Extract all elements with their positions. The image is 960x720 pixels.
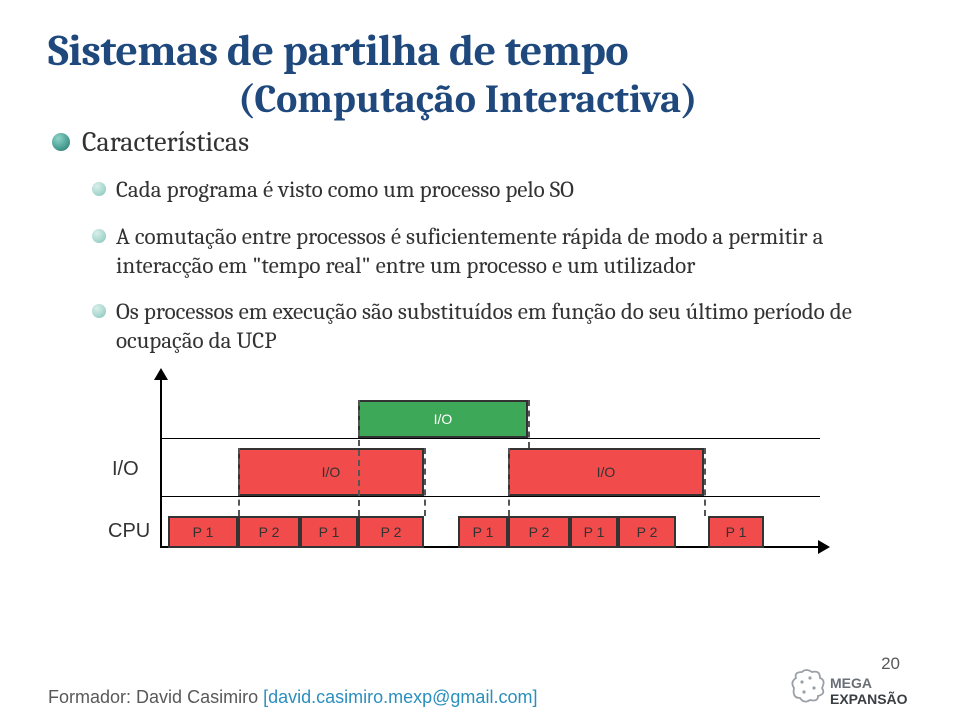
bullet-icon	[92, 304, 106, 318]
dashed-connector	[528, 400, 530, 448]
bullet-level2: Cada programa é visto como um processo p…	[92, 176, 912, 205]
logo-text-2: EXPANSÃO	[830, 690, 908, 707]
bullet-l2-text: Os processos em execução são substituído…	[116, 298, 912, 356]
dashed-connector	[508, 448, 510, 516]
bullet-l2-text: Cada programa é visto como um processo p…	[116, 176, 574, 205]
footer-label: Formador:	[48, 687, 131, 707]
bullet-icon	[52, 133, 70, 151]
dashed-connector	[424, 448, 426, 516]
cpu-block: P 2	[358, 516, 424, 548]
bullet-level1: Características	[52, 126, 912, 158]
y-axis	[160, 376, 162, 548]
io-block-red: I/O	[238, 448, 424, 496]
cpu-block: P 2	[618, 516, 676, 548]
y-label-io: I/O	[112, 458, 139, 481]
cpu-block: P 2	[238, 516, 300, 548]
dashed-connector	[238, 448, 240, 516]
io-block-red: I/O	[508, 448, 704, 496]
cpu-block: P 1	[300, 516, 358, 548]
cpu-block: P 2	[508, 516, 570, 548]
x-axis-arrow-icon	[818, 540, 830, 554]
brain-icon	[792, 670, 823, 702]
dashed-connector	[358, 400, 360, 516]
cpu-block: P 1	[708, 516, 764, 548]
y-label-cpu: CPU	[108, 520, 150, 543]
timeline-chart: I/O CPU P 1P 2P 1P 2P 1P 2P 1P 2P 1I/OI/…	[108, 376, 848, 576]
io-baseline	[160, 496, 820, 497]
dashed-connector	[704, 448, 706, 516]
bullet-level2: A comutação entre processos é suficiente…	[92, 223, 912, 281]
bullet-level2: Os processos em execução são substituído…	[92, 298, 912, 356]
cpu-block: P 1	[168, 516, 238, 548]
footer-name: David Casimiro	[136, 687, 258, 707]
logo-text-1: MEGA	[830, 675, 872, 691]
bullet-l2-text: A comutação entre processos é suficiente…	[116, 223, 912, 281]
bullet-icon	[92, 182, 106, 196]
cpu-block: P 1	[458, 516, 508, 548]
slide-title: Sistemas de partilha de tempo	[48, 28, 912, 74]
slide-subtitle: (Computação Interactiva)	[238, 76, 912, 122]
footer-text: Formador: David Casimiro [david.casimiro…	[48, 687, 537, 708]
footer: Formador: David Casimiro [david.casimiro…	[48, 687, 912, 708]
bullet-l1-text: Características	[82, 126, 249, 158]
footer-email: [david.casimiro.mexp@gmail.com]	[263, 687, 537, 707]
io-block-green: I/O	[358, 400, 528, 438]
brand-logo: MEGA EXPANSÃO	[788, 668, 918, 710]
top-hline	[160, 438, 820, 439]
cpu-block: P 1	[570, 516, 618, 548]
bullet-icon	[92, 229, 106, 243]
